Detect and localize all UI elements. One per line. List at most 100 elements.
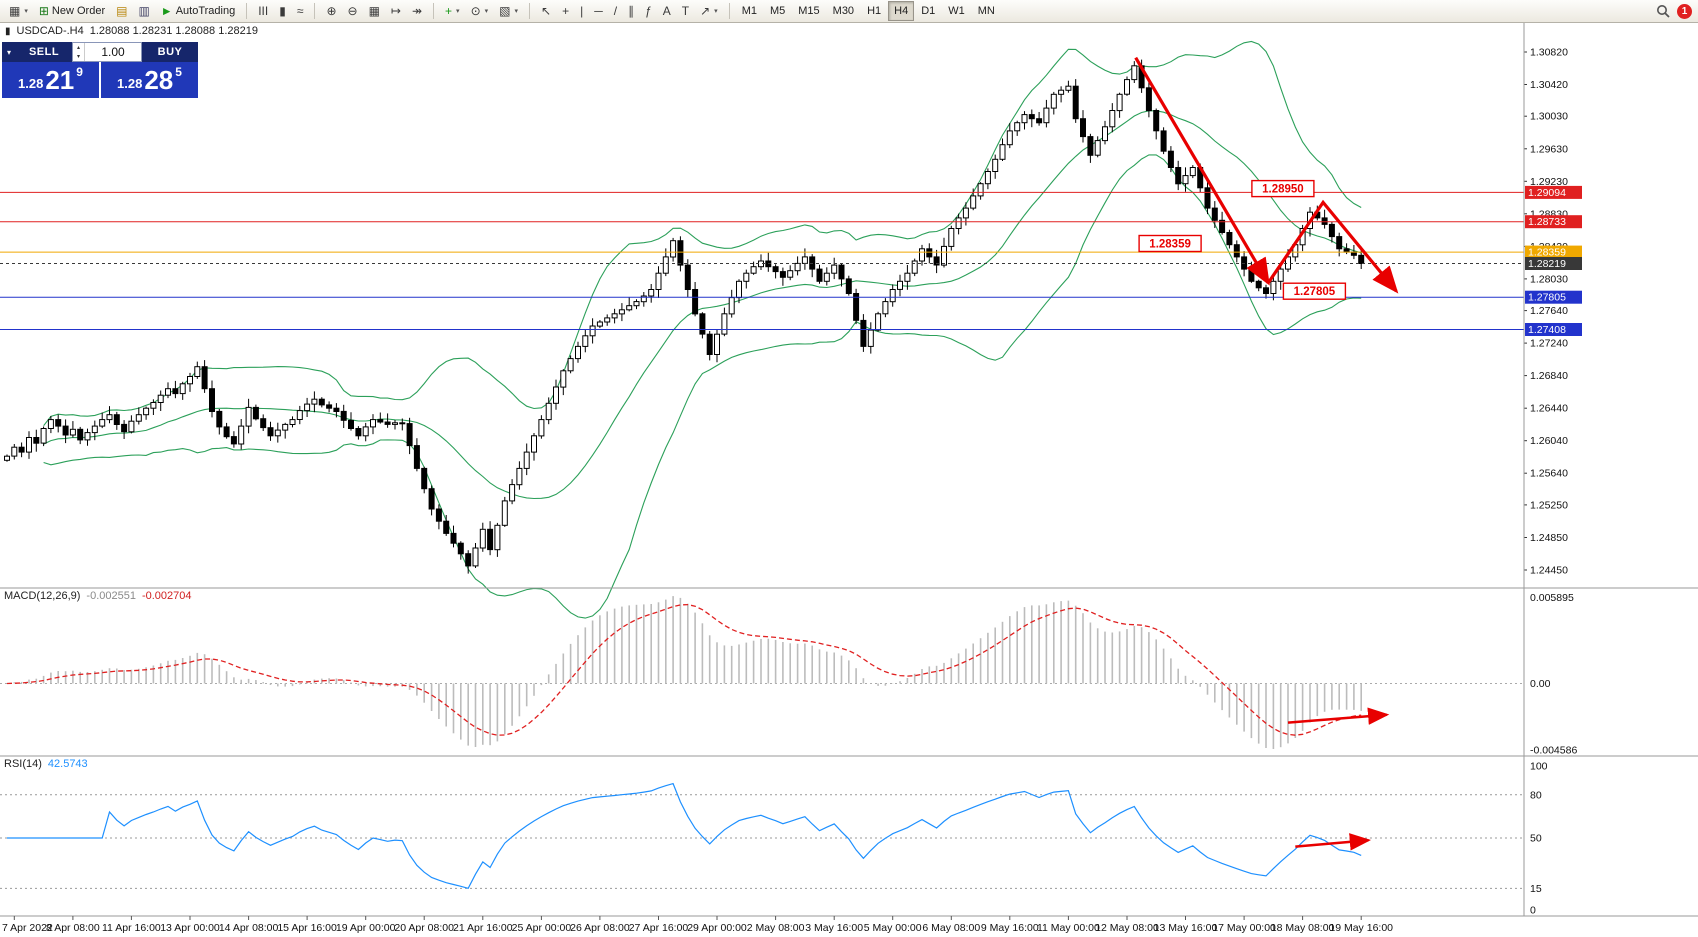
- line-chart-icon[interactable]: ≈: [296, 4, 304, 18]
- symbol-info: ▮ USDCAD-.H4 1.28088 1.28231 1.28088 1.2…: [5, 25, 258, 37]
- toolbar-group-objects: ↖ + | ─ / ∥ ƒ A T ↗ ▾: [536, 1, 723, 21]
- toolbar-separator: [433, 3, 435, 19]
- svg-text:1.30420: 1.30420: [1530, 79, 1568, 91]
- sell-price-prefix: 1.28: [18, 75, 44, 91]
- volume-increase-button[interactable]: ▴: [76, 44, 80, 51]
- cursor-icon[interactable]: ↖: [541, 4, 552, 18]
- svg-text:1.26440: 1.26440: [1530, 403, 1568, 415]
- svg-text:1.27408: 1.27408: [1528, 324, 1566, 336]
- horizontal-line-icon[interactable]: ─: [594, 4, 603, 18]
- svg-text:1.27805: 1.27805: [1528, 292, 1566, 304]
- svg-text:29 Apr 00:00: 29 Apr 00:00: [687, 922, 747, 934]
- volume-decrease-button[interactable]: ▾: [76, 53, 80, 60]
- symbol-ohlc: 1.28088 1.28231 1.28088 1.28219: [89, 25, 258, 37]
- macd-name: MACD(12,26,9): [4, 590, 81, 602]
- svg-text:1.25250: 1.25250: [1530, 499, 1568, 511]
- timeframe-m1[interactable]: M1: [741, 5, 757, 17]
- svg-text:3 May 16:00: 3 May 16:00: [805, 922, 863, 934]
- svg-text:1.28950: 1.28950: [1262, 184, 1304, 196]
- toolbar-group-timeframes: M1 M5 M15 M30 H1 H4 D1 W1 MN: [736, 1, 1001, 21]
- svg-text:1.27640: 1.27640: [1530, 305, 1568, 317]
- timeframe-w1[interactable]: W1: [948, 5, 965, 17]
- timeframe-m30[interactable]: M30: [832, 5, 855, 17]
- zoom-out-icon[interactable]: ⊖: [347, 4, 358, 18]
- crosshair-icon[interactable]: +: [562, 4, 570, 18]
- market-watch-icon[interactable]: ▥: [138, 4, 150, 18]
- timeframe-mn[interactable]: MN: [977, 5, 995, 17]
- svg-text:14 Apr 08:00: 14 Apr 08:00: [219, 922, 279, 934]
- svg-text:1.27240: 1.27240: [1530, 338, 1568, 350]
- svg-text:-0.004586: -0.004586: [1530, 745, 1577, 757]
- svg-text:26 Apr 08:00: 26 Apr 08:00: [570, 922, 630, 934]
- svg-text:100: 100: [1530, 761, 1548, 773]
- toolbar-group-zoom: ⊕ ⊖ ▦ ↦ ↠: [321, 1, 427, 21]
- autotrading-button[interactable]: ► AutoTrading: [160, 4, 236, 18]
- svg-text:27 Apr 16:00: 27 Apr 16:00: [629, 922, 689, 934]
- svg-text:9 May 16:00: 9 May 16:00: [981, 922, 1039, 934]
- svg-text:6 May 08:00: 6 May 08:00: [922, 922, 980, 934]
- svg-text:21 Apr 16:00: 21 Apr 16:00: [453, 922, 513, 934]
- templates-icon[interactable]: ▧ ▾: [499, 4, 518, 18]
- macd-main-value: -0.002551: [86, 590, 136, 602]
- svg-text:1.24850: 1.24850: [1530, 532, 1568, 544]
- bar-chart-icon[interactable]: ΙΙΙ: [258, 4, 269, 18]
- timeframe-m15[interactable]: M15: [798, 5, 820, 17]
- svg-text:20 Apr 08:00: 20 Apr 08:00: [394, 922, 454, 934]
- timeframe-m5[interactable]: M5: [769, 5, 786, 17]
- text-icon[interactable]: A: [662, 4, 671, 18]
- volume-input[interactable]: [85, 43, 141, 61]
- one-click-trade-panel: ▾ SELL ▴ ▾ BUY 1.28 21 9 1.28 28 5: [2, 42, 198, 98]
- toolbar-group-insert: + ▾ ⊙ ▾ ▧ ▾: [440, 1, 523, 21]
- text-label-icon[interactable]: T: [681, 4, 690, 18]
- timeframe-d1[interactable]: D1: [921, 5, 936, 17]
- metaeditor-icon[interactable]: ▤: [116, 4, 128, 18]
- search-icon[interactable]: [1651, 1, 1675, 21]
- svg-text:1.28030: 1.28030: [1530, 273, 1568, 285]
- toolbar-group-chart-type: ΙΙΙ ▮ ≈: [253, 1, 308, 21]
- svg-text:2 May 08:00: 2 May 08:00: [747, 922, 805, 934]
- svg-text:15: 15: [1530, 883, 1542, 895]
- chart-window-icon[interactable]: ▦ ▾: [9, 4, 28, 18]
- periods-icon[interactable]: ⊙ ▾: [470, 4, 489, 18]
- svg-text:1.25640: 1.25640: [1530, 468, 1568, 480]
- macd-signal-value: -0.002704: [141, 590, 192, 602]
- trade-panel-collapse-icon[interactable]: ▾: [2, 42, 16, 62]
- volume-field: ▴ ▾: [72, 42, 142, 62]
- notification-badge[interactable]: 1: [1677, 3, 1692, 19]
- timeframe-h1[interactable]: H1: [867, 5, 882, 17]
- arrows-tool-icon[interactable]: ↗ ▾: [700, 4, 718, 18]
- sell-label: SELL: [16, 42, 72, 62]
- svg-text:17 May 00:00: 17 May 00:00: [1212, 922, 1276, 934]
- zoom-in-icon[interactable]: ⊕: [326, 4, 337, 18]
- buy-button[interactable]: 1.28 28 5: [101, 62, 198, 98]
- vertical-line-icon[interactable]: |: [580, 4, 584, 18]
- chart-shift-icon[interactable]: ↠: [411, 4, 423, 18]
- svg-text:1.28733: 1.28733: [1528, 216, 1566, 228]
- tile-windows-icon[interactable]: ▦: [368, 4, 380, 18]
- indicators-icon[interactable]: + ▾: [445, 4, 460, 18]
- svg-text:12 May 08:00: 12 May 08:00: [1095, 922, 1159, 934]
- svg-text:15 Apr 16:00: 15 Apr 16:00: [277, 922, 337, 934]
- svg-text:1.24450: 1.24450: [1530, 565, 1568, 577]
- rsi-label: RSI(14) 42.5743: [4, 758, 88, 770]
- toolbar-separator: [314, 3, 316, 19]
- fibonacci-icon[interactable]: ƒ: [645, 4, 652, 18]
- svg-text:19 Apr 00:00: 19 Apr 00:00: [336, 922, 396, 934]
- svg-text:1.30030: 1.30030: [1530, 111, 1568, 123]
- sell-button[interactable]: 1.28 21 9: [2, 62, 99, 98]
- trendline-icon[interactable]: /: [613, 4, 618, 18]
- svg-text:7 Apr 2022: 7 Apr 2022: [2, 922, 53, 934]
- channel-icon[interactable]: ∥: [628, 4, 635, 18]
- main-toolbar: ▦ ▾ ⊞ New Order ▤ ▥ ► AutoTrading ΙΙΙ ▮ ≈ ⊕ ⊖ ▦ ↦ ↠ +…: [0, 0, 1698, 23]
- toolbar-separator: [529, 3, 530, 19]
- symbol-name: USDCAD-.H4: [16, 25, 84, 37]
- svg-text:0.005895: 0.005895: [1530, 592, 1574, 604]
- candlestick-chart-icon[interactable]: ▮: [279, 4, 286, 18]
- auto-scroll-icon[interactable]: ↦: [390, 4, 401, 18]
- toolbar-group-file: ▦ ▾ ⊞ New Order ▤ ▥ ► AutoTrading: [4, 1, 240, 21]
- sell-price-main: 21: [45, 65, 75, 95]
- macd-label: MACD(12,26,9) -0.002551 -0.002704: [4, 590, 192, 602]
- timeframe-h4[interactable]: H4: [888, 1, 915, 21]
- new-order-button[interactable]: ⊞ New Order: [38, 4, 106, 18]
